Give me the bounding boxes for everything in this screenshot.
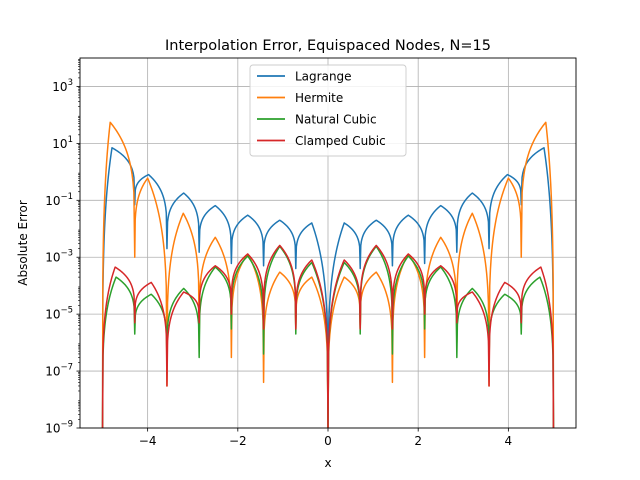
series-line-natural-cubic: [101, 245, 555, 428]
x-tick-label: −2: [229, 434, 247, 448]
series-line-clamped-cubic: [101, 244, 555, 428]
x-axis-ticks: −4 −2 0 2 4: [139, 428, 512, 448]
legend-label: Lagrange: [295, 70, 352, 84]
y-tick-label: 103: [52, 78, 73, 94]
x-tick-label: 2: [414, 434, 422, 448]
x-axis-label: x: [324, 456, 331, 470]
x-tick-label: 0: [324, 434, 332, 448]
series-line-hermite: [101, 121, 555, 428]
x-tick-label: 4: [505, 434, 513, 448]
legend-box: [249, 64, 407, 157]
series-line-lagrange: [101, 147, 555, 428]
y-tick-label: 101: [52, 135, 73, 151]
series-layer: [101, 121, 555, 428]
y-tick-label: 10−7: [45, 363, 73, 379]
y-tick-label: 10−5: [45, 306, 73, 322]
legend: Lagrange Hermite Natural Cubic Clamped Cubi…: [249, 64, 407, 157]
x-tick-label: −4: [139, 434, 157, 448]
legend-label: Hermite: [295, 91, 343, 105]
legend-label: Clamped Cubic: [295, 134, 386, 148]
legend-label: Natural Cubic: [295, 113, 377, 127]
y-tick-label: 10−3: [45, 249, 73, 265]
y-tick-label: 10−9: [45, 420, 73, 436]
y-tick-label: 10−1: [45, 192, 73, 208]
y-axis-label: Absolute Error: [16, 200, 30, 286]
y-axis-ticks: 10−9 10−7 10−5 10−3 10−1 101 103: [45, 59, 80, 436]
chart-title: Interpolation Error, Equispaced Nodes, N…: [165, 38, 491, 54]
